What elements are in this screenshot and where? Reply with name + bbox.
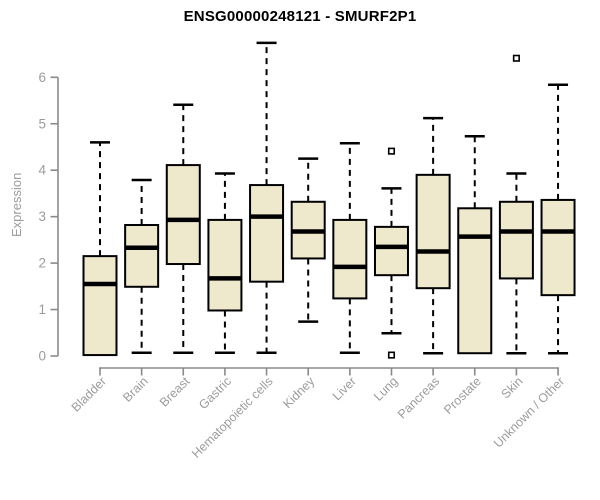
outlier-point [512, 54, 520, 62]
boxplot-bladder [82, 141, 118, 357]
y-tick-label: 1 [38, 302, 46, 317]
boxplot-unknown-other [540, 83, 576, 355]
y-tick-label: 5 [38, 116, 46, 131]
outlier-point [387, 351, 396, 359]
x-tick-label-gastric: Gastric [196, 374, 234, 412]
boxplot-hematopoietic-cells [249, 41, 285, 354]
x-tick-label-hematopoietic-cells: Hematopoietic cells [189, 374, 276, 461]
iqr-box [540, 198, 576, 297]
x-tick-label-liver: Liver [330, 374, 359, 403]
boxplot-prostate [457, 135, 493, 355]
boxplot-skin [498, 54, 534, 355]
boxplot-lung [373, 147, 409, 359]
chart-title: ENSG00000248121 - SMURF2P1 [183, 8, 417, 25]
y-axis: 0 1 2 3 4 5 6 [38, 70, 59, 364]
y-axis-label: Expression [9, 172, 24, 237]
x-tick-label-kidney: Kidney [280, 374, 317, 411]
boxplot-brain [124, 178, 160, 354]
iqr-box [82, 255, 118, 357]
outlier-point [387, 147, 396, 155]
y-tick-label: 3 [38, 209, 46, 224]
boxplot-breast [165, 103, 201, 354]
boxplot-pancreas [415, 116, 451, 355]
y-tick-label: 6 [38, 70, 46, 85]
x-tick-label-prostate: Prostate [441, 374, 484, 417]
y-tick-label: 4 [38, 163, 46, 178]
boxplot-gastric [207, 172, 243, 354]
iqr-box [249, 184, 285, 283]
iqr-box [165, 164, 201, 266]
iqr-box [373, 225, 409, 277]
iqr-box [207, 218, 243, 312]
iqr-box [124, 224, 160, 288]
x-tick-label-lung: Lung [371, 374, 401, 404]
x-tick-label-bladder: Bladder [69, 374, 109, 414]
x-tick-label-pancreas: Pancreas [395, 374, 442, 421]
x-tick-label-unknown-other: Unknown / Other [491, 374, 567, 450]
y-tick-label: 0 [38, 349, 46, 364]
iqr-box [415, 173, 451, 290]
iqr-box [457, 207, 493, 355]
x-tick-label-skin: Skin [498, 374, 525, 401]
boxplot-kidney [290, 157, 326, 323]
x-tick-label-breast: Breast [157, 374, 193, 410]
iqr-box [332, 218, 368, 300]
boxplot-liver [332, 142, 368, 354]
x-tick-label-brain: Brain [120, 374, 151, 405]
iqr-box [498, 200, 534, 280]
y-tick-label: 2 [38, 256, 46, 271]
